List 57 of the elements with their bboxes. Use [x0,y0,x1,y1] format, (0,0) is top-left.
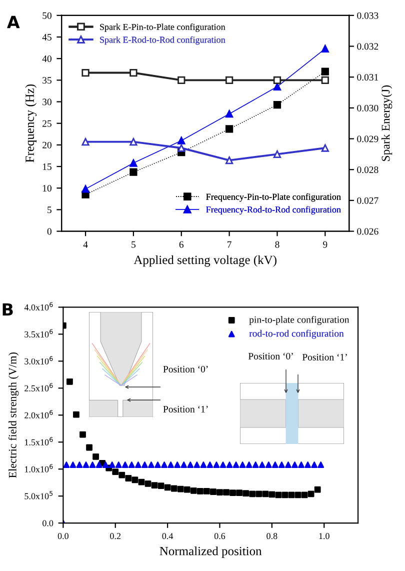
y-tick-label: 3.0x10$^{6}$ [24,356,53,364]
y-tick-label: 15 [42,163,52,170]
y-tick-label: 25 [42,120,52,127]
y2-tick-label: 0.026 [357,228,378,235]
x-tick-label: 5 [132,241,136,248]
y-tick-label: 4.0x10$^{6}$ [24,302,53,310]
y2-axis-title: Spark Energy(J) [381,85,392,161]
y2-tick-label: 0.029 [357,136,378,142]
y-tick-label: 45 [42,34,52,40]
annotation: Position ‘1’ [163,406,208,412]
y2-tick-label: 0.027 [357,197,378,204]
x-tick-label: 4 [83,241,88,248]
y-tick-label: 30 [42,98,52,106]
x-tick-label: 0.0 [58,533,68,540]
legend-label: Frequency-Rod-to-Rod configuration [206,206,341,214]
y-tick-label: 0.0 [42,520,54,526]
y-axis-title: Frequency (Hz) [25,84,37,162]
y2-tick-label: 0.032 [357,43,378,50]
y2-tick-label: 0.028 [357,166,378,174]
text: A [7,16,20,28]
y-tick-label: 1.5x10$^{6}$ [25,437,53,446]
x-tick-label: 0.2 [110,533,121,540]
x-tick-label: 9 [323,241,328,248]
y-tick-label: 0 [47,228,52,235]
y-tick-label: 20 [42,142,52,148]
annotation: Position ‘1’ [302,354,347,360]
x-tick-label: 6 [179,241,184,248]
y-tick-label: 2.0x10$^{6}$ [24,410,53,418]
y-tick-label: 10 [42,184,52,192]
y-tick-label: 5.0x10$^{5}$ [24,491,53,500]
y-tick-label: 40 [42,55,52,62]
y-tick-label: 50 [42,12,52,19]
annotation: Position ‘0’ [163,366,208,372]
x-tick-label: 8 [275,241,280,248]
x-axis-title: Normalized position [160,546,262,558]
y2-tick-label: 0.031 [357,74,378,81]
y2-tick-label: 0.033 [357,12,378,19]
y2-tick-label: 0.030 [357,104,378,112]
legend-label: Frequency-Pin-to-Plate configuration [206,193,341,202]
y-tick-label: 1.0x10$^{6}$ [25,464,53,472]
annotation: Position ‘0’ [248,352,293,360]
x-tick-label: 0.6 [214,533,226,540]
y-tick-label: 35 [42,77,52,84]
legend-label: Spark E-Rod-to-Rod configuration [100,36,226,45]
legend-label: rod-to-rod configuration [249,330,344,339]
x-tick-label: 7 [228,241,232,248]
x-axis-title: Applied setting voltage (kV) [134,255,276,267]
x-tick-label: 1.0 [319,533,330,540]
legend-label: pin-to-plate configuration [249,316,350,325]
x-tick-label: 0.4 [162,533,174,540]
x-tick-label: 0.8 [266,533,278,540]
y-tick-label: 2.5x10$^{6}$ [24,383,53,392]
text: B [2,303,13,316]
y-tick-label: 3.5x10$^{6}$ [24,329,53,338]
legend-label: Spark E-Pin-to-Plate configuration [100,24,226,32]
y-tick-label: 5 [48,206,52,214]
y-axis-title: Electric field strength (V/m) [8,352,19,478]
